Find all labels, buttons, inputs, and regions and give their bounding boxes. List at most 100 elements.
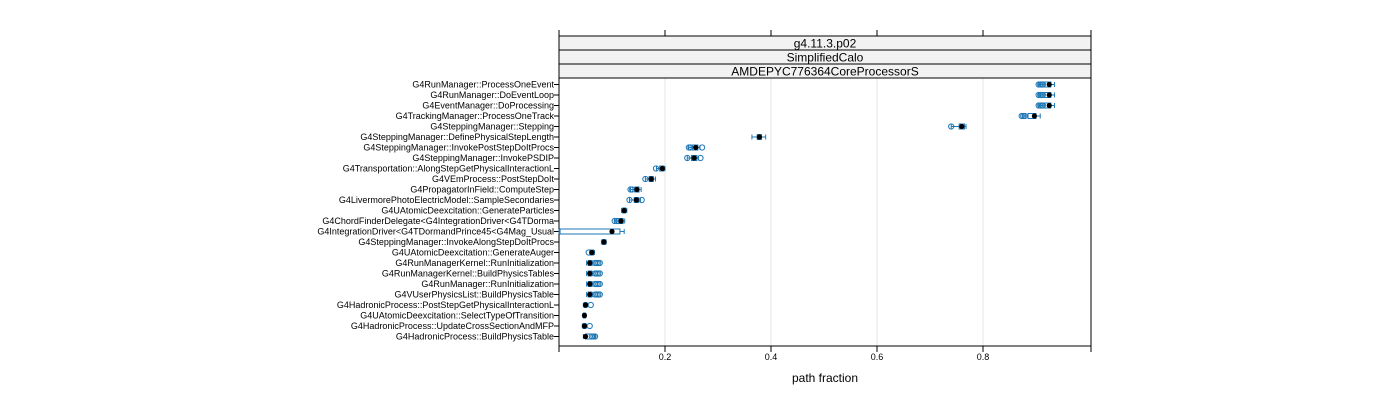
median-dot [587, 291, 593, 298]
outlier-point [626, 196, 633, 204]
box-plot-row [751, 134, 767, 140]
category-label: G4RunManager::DoEventLoop [430, 90, 554, 100]
box-plot-row [948, 123, 967, 130]
median-dot [587, 270, 593, 277]
category-label: G4UAtomicDeexcitation::GenerateAuger [392, 248, 554, 258]
iqr-box [559, 228, 621, 235]
strip-label-3: AMDEPYC776364CoreProcessorS [731, 65, 918, 79]
outlier-point [638, 196, 645, 204]
category-label: G4LivermorePhotoElectricModel::SampleSec… [339, 195, 555, 205]
box-plot-row [1035, 81, 1056, 88]
box-plot-row [600, 239, 607, 245]
box-plot-row [581, 322, 593, 330]
outlier-point [1039, 81, 1046, 88]
outlier-point [699, 144, 706, 151]
x-tick-label: 0.8 [977, 352, 990, 362]
category-label: G4EventManager::DoProcessing [422, 101, 554, 111]
box-plot-row [586, 280, 603, 288]
category-label: G4TrackingManager::ProcessOneTrack [396, 111, 555, 121]
median-dot [582, 333, 589, 340]
median-dot [621, 207, 627, 214]
outlier-point [596, 291, 603, 298]
box-plot-row [684, 154, 704, 162]
category-label: G4RunManager::ProcessOneEvent [412, 80, 554, 90]
category-label: G4Transportation::AlongStepGetPhysicalIn… [343, 164, 554, 174]
median-dot [648, 176, 654, 182]
category-label: G4SteppingManager::Stepping [430, 122, 554, 132]
y-axis-ticks [554, 84, 559, 337]
category-label: G4SteppingManager::InvokeAlongStepDoItPr… [358, 237, 554, 247]
category-label: G4PropagatorInField::ComputeStep [410, 185, 554, 195]
category-label: G4UAtomicDeexcitation::SelectTypeOfTrans… [360, 311, 554, 321]
box-plot-row [582, 301, 594, 309]
x-tick-label: 0.6 [871, 352, 884, 362]
median-dot [609, 228, 615, 235]
outlier-point [948, 123, 955, 130]
median-dot [581, 312, 588, 319]
category-label: G4SteppingManager::DefinePhysicalStepLen… [360, 132, 554, 142]
outlier-point [684, 154, 691, 162]
median-dot [1046, 81, 1052, 88]
box-plot-row [621, 207, 628, 214]
box-plot-row [586, 291, 603, 298]
median-dot [1046, 102, 1052, 109]
outlier-point [587, 301, 594, 309]
outlier-point [687, 144, 694, 151]
top-axis-ticks [558, 30, 1092, 36]
box-plot-row [1035, 91, 1056, 99]
median-dot [1031, 113, 1038, 119]
x-axis-title: path fraction [792, 371, 858, 385]
outlier-point [596, 280, 603, 288]
category-label: G4UAtomicDeexcitation::GenerateParticles [381, 206, 554, 216]
box-plot-row [652, 165, 666, 172]
box-plot-row [558, 228, 625, 235]
box-layer [558, 81, 1056, 340]
category-labels: G4RunManager::ProcessOneEventG4RunManage… [317, 80, 554, 342]
outlier-point [1039, 91, 1046, 99]
box-plot-row [586, 259, 603, 267]
median-dot [618, 218, 624, 224]
box-plot-row [586, 270, 603, 277]
category-label: G4HadronicProcess::BuildPhysicsTable [396, 332, 554, 342]
median-dot [582, 302, 589, 308]
outlier-point [596, 270, 603, 277]
median-dot [581, 323, 588, 329]
median-dot [1046, 92, 1052, 98]
outlier-point [642, 175, 649, 183]
outlier-point [596, 259, 603, 267]
category-label: G4VUserPhysicsList::BuildPhysicsTable [394, 290, 554, 300]
box-plot-row [642, 175, 656, 183]
box-plot-row [627, 186, 642, 193]
category-label: G4ChordFinderDelegate<G4IntegrationDrive… [322, 216, 554, 226]
box-plot-row [626, 196, 645, 204]
x-tick-label: 0.2 [659, 352, 672, 362]
median-dot [589, 249, 595, 256]
category-label: G4RunManagerKernel::RunInitialization [395, 258, 554, 268]
box-plot-row [1035, 102, 1056, 109]
box-plot-row [582, 333, 599, 340]
grid-layer [664, 78, 984, 346]
median-dot [691, 155, 697, 161]
median-dot [756, 134, 762, 140]
category-label: G4IntegrationDriver<G4TDormandPrince45<G… [317, 227, 554, 237]
outlier-point [1021, 112, 1028, 120]
box-plot-row [581, 312, 588, 319]
outlier-point [591, 333, 599, 340]
strip-label-2: SimplifiedCalo [787, 51, 864, 65]
median-dot [659, 165, 665, 172]
category-label: G4HadronicProcess::PostStepGetPhysicalIn… [337, 300, 554, 310]
category-label: G4HadronicProcess::UpdateCrossSectionAnd… [351, 321, 554, 331]
median-dot [601, 239, 607, 245]
box-plot-row [1018, 112, 1041, 120]
category-label: G4VEmProcess::PostStepDoIt [432, 174, 555, 184]
outlier-point [586, 322, 593, 330]
panel-strips: g4.11.3.p02 SimplifiedCalo AMDEPYC776364… [558, 35, 1092, 79]
strip-label-1: g4.11.3.p02 [794, 37, 857, 51]
box-plot-row [611, 217, 626, 225]
median-dot [693, 144, 699, 151]
box-plot-row [685, 144, 706, 151]
median-dot [587, 260, 593, 266]
x-tick-label: 0.4 [765, 352, 778, 362]
median-dot [634, 186, 640, 193]
